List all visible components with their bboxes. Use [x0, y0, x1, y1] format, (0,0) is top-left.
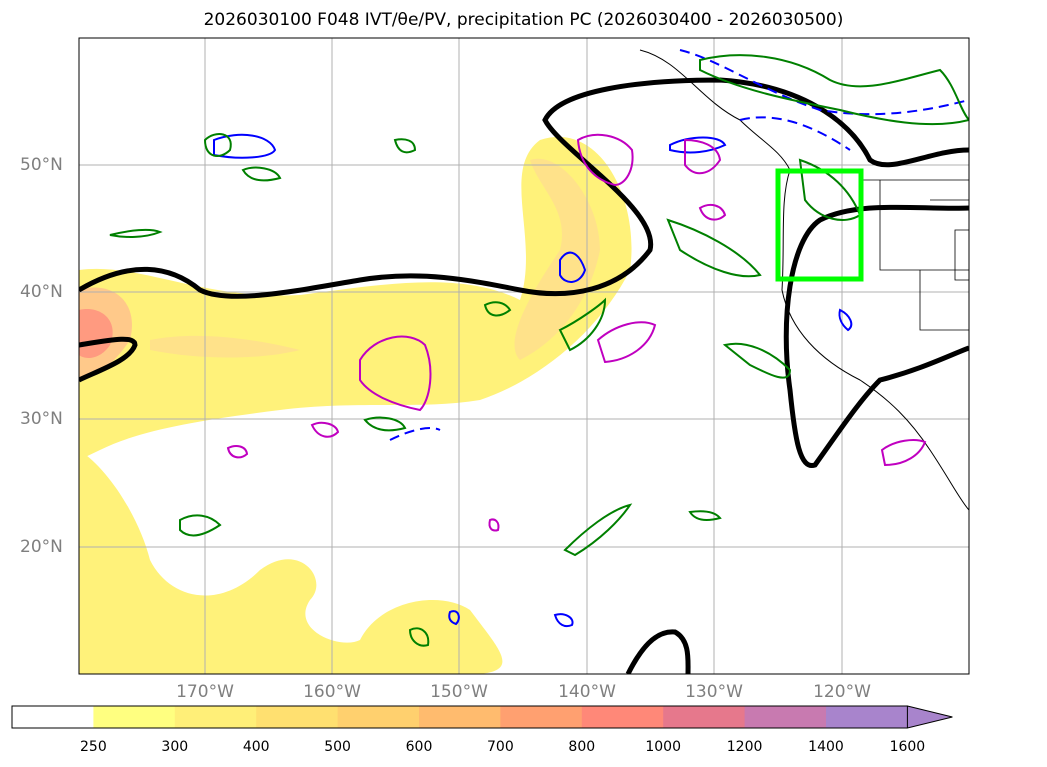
colorbar: [11, 705, 953, 729]
colorbar-tick-label: 250: [80, 739, 107, 755]
lat-label: 20°N: [20, 537, 63, 557]
magenta-contour: [226, 445, 249, 459]
colorbar-tick-label: 700: [487, 739, 514, 755]
colorbar-segment: [744, 706, 827, 728]
theta-e-contours: [79, 77, 969, 674]
precip-contour: [483, 301, 512, 317]
theta-e-contour: [79, 77, 969, 299]
colorbar-segment: [256, 706, 339, 728]
colorbar-frame: [11, 705, 908, 729]
colorbar-tick-label: 300: [161, 739, 189, 755]
ivt-fill-layer: [79, 136, 632, 674]
pv-contour: [553, 613, 574, 628]
magenta-contour: [684, 138, 722, 175]
pv-contour: [838, 308, 853, 332]
lat-label: 50°N: [20, 155, 63, 175]
state-borders: [860, 179, 969, 331]
theta-e-contour: [625, 629, 691, 674]
colorbar-extend-arrow: [906, 705, 953, 729]
precip-contour: [363, 416, 407, 432]
colorbar-segment: [174, 706, 257, 728]
colorbar-segment: [581, 706, 664, 728]
ivt-fill-region: [79, 450, 503, 674]
magenta-contour: [576, 133, 634, 187]
colorbar-tick-label: 1400: [808, 739, 844, 755]
colorbar-tick-label: 400: [242, 739, 270, 755]
colorbar-tick-label: 1000: [645, 739, 682, 755]
colorbar-segment: [419, 706, 501, 728]
magenta-contour: [596, 321, 657, 364]
precip-contour: [179, 514, 222, 537]
theta-e-contour: [783, 204, 969, 468]
ivt-fill-region: [79, 136, 632, 461]
lon-label: 140°W: [558, 682, 616, 702]
chart-title: 2026030100 F048 IVT/θe/PV, precipitation…: [203, 10, 844, 30]
precip-contour: [109, 228, 163, 238]
pv-contour-dashed: [389, 427, 441, 441]
magenta-contour: [359, 335, 432, 412]
graticule: [79, 38, 969, 674]
colorbar-segment: [93, 706, 176, 728]
precip-contour: [699, 54, 969, 126]
precip-contour: [408, 627, 430, 647]
precip-contour: [688, 510, 722, 521]
pv-contour: [448, 610, 460, 626]
lon-label: 130°W: [685, 682, 743, 702]
precip-contour: [558, 297, 607, 352]
pv-contour: [213, 133, 277, 159]
precip-contours: [109, 54, 969, 647]
magenta-contour: [488, 518, 500, 532]
colorbar-segment: [12, 706, 94, 728]
precip-contour: [203, 133, 232, 157]
theta-e-contour: [79, 336, 138, 383]
colorbar-tick-label: 500: [324, 739, 351, 755]
lat-label: 30°N: [20, 409, 63, 429]
pv-contour-dashed: [679, 49, 969, 151]
pv-contours: [213, 49, 969, 628]
lon-label: 170°W: [176, 682, 234, 702]
lat-label: 40°N: [20, 282, 63, 302]
pv-contour: [559, 251, 587, 283]
magenta-contours: [226, 133, 927, 532]
map-frame: [78, 37, 970, 675]
ivt-fill-region: [514, 158, 600, 360]
highlight-box: [775, 168, 864, 282]
precip-contour: [722, 342, 792, 379]
precip-contour: [241, 166, 282, 182]
colorbar-segment: [500, 706, 583, 728]
magenta-contour: [698, 203, 727, 221]
ivt-fill-region: [150, 335, 300, 358]
precip-contour: [666, 218, 762, 278]
lon-label: 150°W: [430, 682, 488, 702]
colorbar-tick-label: 1200: [726, 739, 763, 755]
colorbar-tick-label: 1600: [889, 739, 926, 755]
precip-contour: [563, 503, 633, 557]
colorbar-segment: [826, 706, 908, 728]
lon-label: 120°W: [813, 682, 871, 702]
colorbar-segment: [663, 706, 746, 728]
colorbar-tick-label: 600: [405, 739, 433, 755]
precip-contour: [393, 138, 417, 154]
lon-label: 160°W: [303, 682, 361, 702]
colorbar-segment: [337, 706, 420, 728]
magenta-contour: [310, 421, 340, 438]
magenta-contour: [880, 439, 927, 467]
colorbar-tick-label: 800: [568, 739, 596, 755]
pv-contour: [669, 136, 727, 154]
